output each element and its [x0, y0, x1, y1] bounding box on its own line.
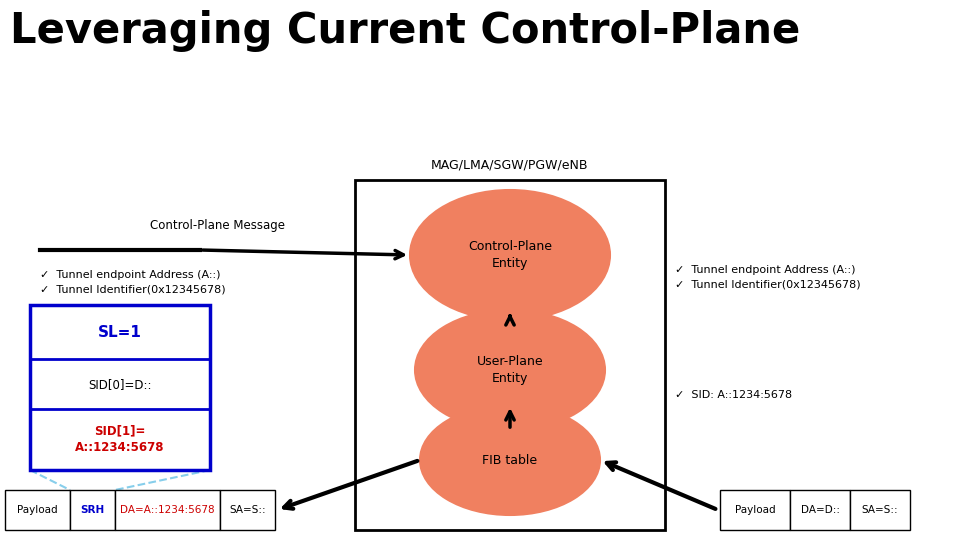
Text: FIB table: FIB table: [483, 454, 538, 467]
Bar: [850, 490, 910, 530]
Text: SID[0]=D::: SID[0]=D::: [88, 377, 152, 391]
Text: SRH: SRH: [81, 505, 105, 515]
Text: ✓  Tunnel endpoint Address (A::)
✓  Tunnel Identifier(0x12345678): ✓ Tunnel endpoint Address (A::) ✓ Tunnel…: [675, 265, 860, 290]
Text: Payload: Payload: [734, 505, 776, 515]
Text: User-Plane
Entity: User-Plane Entity: [477, 355, 543, 385]
Text: MAG/LMA/SGW/PGW/eNB: MAG/LMA/SGW/PGW/eNB: [431, 159, 588, 172]
Text: ✓  Tunnel endpoint Address (A::)
✓  Tunnel Identifier(0x12345678): ✓ Tunnel endpoint Address (A::) ✓ Tunnel…: [40, 270, 226, 295]
Bar: [790, 490, 850, 530]
Ellipse shape: [410, 190, 610, 320]
Bar: [30, 305, 210, 470]
Bar: [115, 490, 220, 530]
Ellipse shape: [415, 310, 605, 430]
Text: Leveraging Current Control-Plane: Leveraging Current Control-Plane: [10, 10, 801, 52]
Bar: [355, 180, 665, 530]
Text: Control-Plane
Entity: Control-Plane Entity: [468, 240, 552, 270]
Bar: [220, 490, 275, 530]
Text: ✓  SID: A::1234:5678: ✓ SID: A::1234:5678: [675, 390, 792, 400]
Text: SID[1]=
A::1234:5678: SID[1]= A::1234:5678: [75, 424, 165, 455]
Text: DA=A::1234:5678: DA=A::1234:5678: [120, 505, 215, 515]
Text: Control-Plane Message: Control-Plane Message: [150, 219, 285, 232]
Text: DA=D::: DA=D::: [801, 505, 839, 515]
Text: SL=1: SL=1: [98, 325, 142, 340]
Bar: [70, 490, 115, 530]
Bar: [5, 490, 70, 530]
Text: SA=S::: SA=S::: [229, 505, 266, 515]
Ellipse shape: [420, 405, 600, 515]
Text: Payload: Payload: [17, 505, 58, 515]
Bar: [720, 490, 790, 530]
Text: SA=S::: SA=S::: [862, 505, 899, 515]
